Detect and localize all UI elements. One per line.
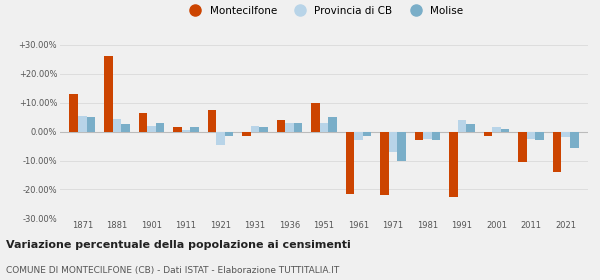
Bar bbox=[570, 132, 578, 148]
Bar bbox=[285, 123, 294, 132]
Bar bbox=[501, 129, 509, 132]
Bar bbox=[518, 132, 527, 162]
Bar bbox=[87, 117, 95, 132]
Bar bbox=[466, 124, 475, 132]
Bar bbox=[182, 130, 190, 132]
Bar bbox=[389, 132, 397, 152]
Bar bbox=[225, 132, 233, 136]
Bar bbox=[173, 127, 182, 132]
Bar bbox=[113, 119, 121, 132]
Bar bbox=[328, 117, 337, 132]
Bar bbox=[484, 132, 492, 136]
Bar bbox=[346, 132, 354, 194]
Bar bbox=[121, 124, 130, 132]
Bar bbox=[553, 132, 561, 172]
Bar bbox=[104, 56, 113, 132]
Bar bbox=[311, 103, 320, 132]
Text: COMUNE DI MONTECILFONE (CB) - Dati ISTAT - Elaborazione TUTTITALIA.IT: COMUNE DI MONTECILFONE (CB) - Dati ISTAT… bbox=[6, 266, 339, 275]
Bar bbox=[458, 120, 466, 132]
Bar bbox=[363, 132, 371, 136]
Bar bbox=[216, 132, 225, 144]
Text: Variazione percentuale della popolazione ai censimenti: Variazione percentuale della popolazione… bbox=[6, 240, 351, 250]
Bar bbox=[294, 123, 302, 132]
Bar bbox=[156, 123, 164, 132]
Bar bbox=[354, 132, 363, 140]
Bar bbox=[208, 110, 216, 132]
Bar bbox=[397, 132, 406, 160]
Bar bbox=[147, 126, 156, 132]
Bar bbox=[492, 127, 501, 132]
Legend: Montecilfone, Provincia di CB, Molise: Montecilfone, Provincia di CB, Molise bbox=[181, 1, 467, 20]
Bar bbox=[561, 132, 570, 137]
Bar bbox=[139, 113, 147, 132]
Bar bbox=[423, 132, 432, 139]
Bar bbox=[380, 132, 389, 195]
Bar bbox=[415, 132, 423, 140]
Bar bbox=[449, 132, 458, 197]
Bar bbox=[78, 116, 87, 132]
Bar bbox=[70, 94, 78, 132]
Bar bbox=[535, 132, 544, 140]
Bar bbox=[277, 120, 285, 132]
Bar bbox=[259, 127, 268, 132]
Bar bbox=[527, 132, 535, 139]
Bar bbox=[251, 126, 259, 132]
Bar bbox=[190, 127, 199, 132]
Bar bbox=[320, 123, 328, 132]
Bar bbox=[432, 132, 440, 140]
Bar bbox=[242, 132, 251, 136]
